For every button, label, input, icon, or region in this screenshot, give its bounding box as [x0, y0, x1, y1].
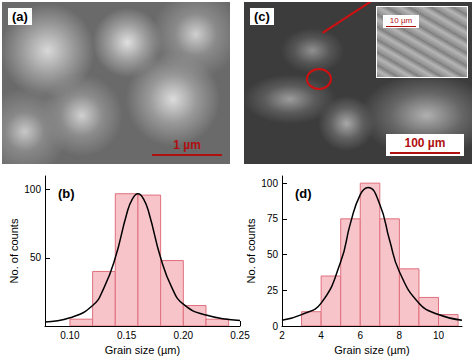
- svg-text:6: 6: [357, 330, 363, 341]
- svg-text:0.15: 0.15: [117, 330, 137, 341]
- svg-text:75: 75: [267, 213, 279, 224]
- svg-text:No. of counts: No. of counts: [8, 218, 20, 283]
- html-text:100 µm: 100 µm: [404, 136, 446, 150]
- svg-text:8: 8: [397, 330, 403, 341]
- svg-text:25: 25: [267, 285, 279, 296]
- svg-text:50: 50: [267, 249, 279, 260]
- svg-text:100: 100: [24, 184, 41, 195]
- svg-text:0.20: 0.20: [174, 330, 194, 341]
- svg-text:2: 2: [279, 330, 285, 341]
- svg-text:50: 50: [30, 252, 42, 263]
- svg-text:Grain size (µm): Grain size (µm): [334, 344, 409, 356]
- svg-text:(d): (d): [295, 186, 312, 201]
- svg-text:100: 100: [261, 178, 278, 189]
- svg-text:Grain size (µm): Grain size (µm): [105, 344, 180, 356]
- svg-text:0: 0: [272, 321, 278, 332]
- svg-text:0.25: 0.25: [230, 330, 250, 341]
- html-text:10 µm: 10 µm: [389, 16, 413, 25]
- svg-text:10: 10: [433, 330, 445, 341]
- html-text:(a): (a): [12, 9, 28, 24]
- svg-text:0.10: 0.10: [60, 330, 80, 341]
- svg-text:No. of counts: No. of counts: [245, 218, 257, 283]
- html-text:1 µm: 1 µm: [173, 138, 201, 152]
- svg-text:(b): (b): [58, 186, 75, 201]
- html-text:(c): (c): [254, 9, 270, 24]
- svg-text:4: 4: [318, 330, 324, 341]
